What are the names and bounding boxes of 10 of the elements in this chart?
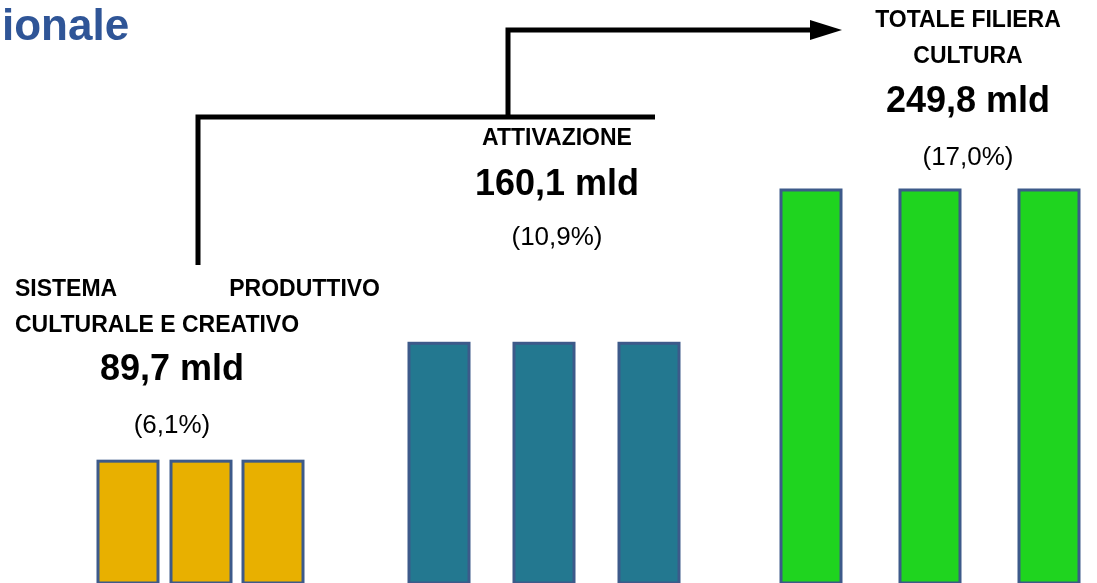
text: (17,0%) bbox=[922, 141, 1014, 171]
text: ATTIVAZIONE bbox=[482, 124, 632, 150]
text: 249,8 mld bbox=[885, 79, 1051, 120]
chart-title: ionale bbox=[2, 0, 130, 49]
annotation: (6,1%) bbox=[133, 409, 211, 439]
annotation: (10,9%) bbox=[511, 221, 603, 251]
annotation: 160,1 mld bbox=[474, 162, 640, 203]
text: SISTEMA PRODUTTIVO CULTURALE E CREATIVO bbox=[15, 275, 380, 337]
text: TOTALE FILIERA CULTURA bbox=[875, 6, 1061, 68]
annotation: 89,7 mld bbox=[99, 347, 245, 388]
